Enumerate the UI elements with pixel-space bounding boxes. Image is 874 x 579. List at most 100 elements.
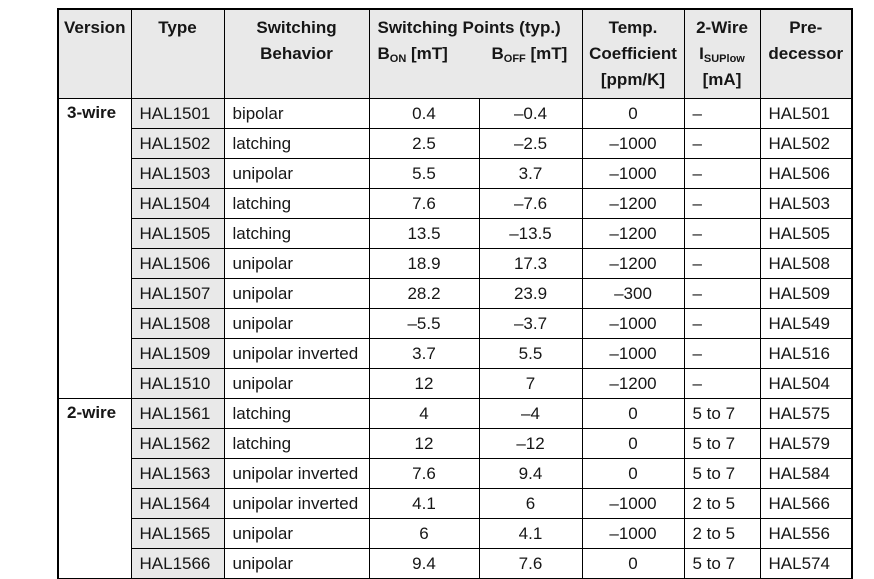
- isup-subscript: SUPlow: [703, 53, 745, 65]
- b-off-subscript: OFF: [503, 53, 526, 65]
- b-off-cell: 4.1: [478, 518, 583, 549]
- behavior-cell: unipolar: [223, 518, 370, 549]
- behavior-cell: unipolar inverted: [223, 488, 370, 519]
- col-header-2wire-isup: 2-Wire ISUPlow [mA]: [683, 8, 761, 99]
- b-on-cell: –5.5: [368, 308, 480, 339]
- b-on-symbol: B: [377, 44, 390, 63]
- col-header-b-on: BON [mT]: [370, 41, 480, 67]
- behavior-cell: unipolar inverted: [223, 338, 370, 369]
- predecessor-cell: HAL502: [759, 128, 853, 159]
- type-cell: HAL1564: [130, 488, 225, 519]
- b-on-cell: 9.4: [368, 548, 480, 579]
- behavior-cell: latching: [223, 428, 370, 459]
- header-row: Version Type Switching Behavior Switchin…: [57, 8, 853, 99]
- temp-coeff-cell: 0: [581, 98, 685, 129]
- col-header-type: Type: [130, 8, 225, 99]
- table-row: 3-wire HAL1501 bipolar 0.4 –0.4 0 – HAL5…: [57, 98, 853, 399]
- temp-coeff-cell: –1200: [581, 188, 685, 219]
- table-row: HAL1566 unipolar 9.4 7.6 0 5 to 7 HAL574: [58, 548, 853, 579]
- b-on-cell: 0.4: [368, 98, 480, 129]
- b-on-unit: [mT]: [406, 44, 448, 63]
- table-row: HAL1503 unipolar 5.5 3.7 –1000 – HAL506: [58, 158, 853, 189]
- predecessor-cell: HAL509: [759, 278, 853, 309]
- type-cell: HAL1510: [130, 368, 225, 399]
- isup-cell: 2 to 5: [683, 488, 761, 519]
- switching-points-subheaders: BON [mT] BOFF [mT]: [370, 41, 581, 67]
- table-row: HAL1562 latching 12 –12 0 5 to 7 HAL579: [58, 428, 853, 459]
- isup-cell: –: [683, 218, 761, 249]
- type-cell: HAL1504: [130, 188, 225, 219]
- isup-cell: –: [683, 308, 761, 339]
- hal15xx-characteristics-table: Version Type Switching Behavior Switchin…: [57, 8, 853, 579]
- b-off-cell: 6: [478, 488, 583, 519]
- b-off-cell: –4: [478, 398, 583, 429]
- table-row: HAL1508 unipolar –5.5 –3.7 –1000 – HAL54…: [58, 308, 853, 339]
- isup-cell: –: [683, 368, 761, 399]
- b-on-cell: 7.6: [368, 458, 480, 489]
- type-cell: HAL1562: [130, 428, 225, 459]
- type-cell: HAL1507: [130, 278, 225, 309]
- temp-coeff-cell: –1000: [581, 338, 685, 369]
- b-on-cell: 28.2: [368, 278, 480, 309]
- table-row: HAL1506 unipolar 18.9 17.3 –1200 – HAL50…: [58, 248, 853, 279]
- predecessor-cell: HAL566: [759, 488, 853, 519]
- temp-coeff-cell: 0: [581, 458, 685, 489]
- temp-coeff-cell: –1200: [581, 248, 685, 279]
- isup-cell: 2 to 5: [683, 518, 761, 549]
- behavior-cell: latching: [223, 128, 370, 159]
- behavior-cell: unipolar inverted: [223, 458, 370, 489]
- b-on-cell: 5.5: [368, 158, 480, 189]
- table-row: HAL1565 unipolar 6 4.1 –1000 2 to 5 HAL5…: [58, 518, 853, 549]
- type-cell: HAL1509: [130, 338, 225, 369]
- b-on-cell: 18.9: [368, 248, 480, 279]
- b-off-cell: 7.6: [478, 548, 583, 579]
- type-cell: HAL1563: [130, 458, 225, 489]
- isup-cell: 5 to 7: [683, 428, 761, 459]
- table-row: HAL1563 unipolar inverted 7.6 9.4 0 5 to…: [58, 458, 853, 489]
- temp-coeff-cell: –1000: [581, 158, 685, 189]
- predecessor-cell: HAL508: [759, 248, 853, 279]
- table-row: HAL1504 latching 7.6 –7.6 –1200 – HAL503: [58, 188, 853, 219]
- temp-coeff-cell: –1000: [581, 488, 685, 519]
- table-row: HAL1507 unipolar 28.2 23.9 –300 – HAL509: [58, 278, 853, 309]
- b-off-cell: 23.9: [478, 278, 583, 309]
- temp-coeff-cell: –1000: [581, 308, 685, 339]
- b-on-cell: 2.5: [368, 128, 480, 159]
- type-cell: HAL1503: [130, 158, 225, 189]
- predecessor-cell: HAL549: [759, 308, 853, 339]
- predecessor-cell: HAL584: [759, 458, 853, 489]
- b-off-symbol: B: [491, 44, 504, 63]
- isup-cell: 5 to 7: [683, 548, 761, 579]
- b-off-cell: –2.5: [478, 128, 583, 159]
- predecessor-cell: HAL505: [759, 218, 853, 249]
- behavior-cell: unipolar: [223, 248, 370, 279]
- behavior-cell: unipolar: [223, 278, 370, 309]
- behavior-cell: latching: [223, 398, 370, 429]
- b-on-cell: 6: [368, 518, 480, 549]
- behavior-cell: unipolar: [223, 158, 370, 189]
- predecessor-cell: HAL556: [759, 518, 853, 549]
- type-cell: HAL1505: [130, 218, 225, 249]
- b-off-cell: –7.6: [478, 188, 583, 219]
- behavior-cell: unipolar: [223, 548, 370, 579]
- temp-coeff-cell: –1200: [581, 368, 685, 399]
- isup-cell: –: [683, 248, 761, 279]
- temp-coeff-cell: –300: [581, 278, 685, 309]
- b-off-cell: 3.7: [478, 158, 583, 189]
- b-off-cell: –13.5: [478, 218, 583, 249]
- type-cell: HAL1501: [130, 98, 225, 129]
- predecessor-cell: HAL501: [759, 98, 853, 129]
- table-row: HAL1509 unipolar inverted 3.7 5.5 –1000 …: [58, 338, 853, 369]
- b-on-subscript: ON: [389, 53, 407, 65]
- temp-coeff-cell: –1200: [581, 218, 685, 249]
- type-cell: HAL1565: [130, 518, 225, 549]
- version-cell-2wire: 2-wire: [57, 398, 132, 579]
- b-on-cell: 3.7: [368, 338, 480, 369]
- col-header-version: Version: [57, 8, 132, 99]
- predecessor-cell: HAL575: [759, 398, 853, 429]
- b-off-unit: [mT]: [525, 44, 568, 63]
- predecessor-cell: HAL503: [759, 188, 853, 219]
- col-header-switching-behavior: Switching Behavior: [223, 8, 370, 99]
- b-off-cell: 9.4: [478, 458, 583, 489]
